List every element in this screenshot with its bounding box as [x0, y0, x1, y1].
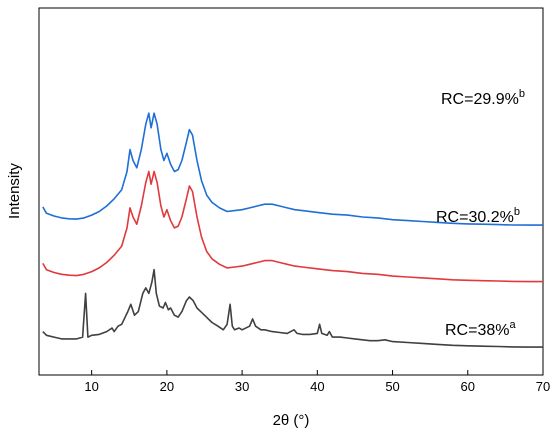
x-axis-ticks: 10 20 30 40 50 60 70 [84, 370, 550, 394]
series-label-main-1: RC=29.9% [441, 91, 519, 108]
series-label-main-2: RC=30.2% [436, 209, 514, 226]
series-label-1: RC=29.9%b [441, 88, 525, 108]
series-label-3: RC=38%a [445, 319, 516, 339]
series-label-2: RC=30.2%b [436, 206, 520, 226]
x-tick-label-70: 70 [536, 379, 550, 394]
x-axis-title: 2θ (°) [273, 412, 310, 429]
x-tick-label-10: 10 [84, 379, 98, 394]
x-tick-label-20: 20 [160, 379, 174, 394]
x-tick-label-50: 50 [385, 379, 399, 394]
x-tick-label-60: 60 [461, 379, 475, 394]
x-tick-label-30: 30 [235, 379, 249, 394]
series-line-1 [42, 112, 543, 226]
series-label-sup-2: b [514, 206, 520, 218]
series-label-main-3: RC=38% [445, 322, 509, 339]
plot-frame [38, 7, 544, 376]
series-lines [42, 112, 543, 348]
series-line-2 [42, 170, 543, 283]
series-label-sup-3: a [509, 319, 516, 331]
series-line-3 [42, 268, 543, 348]
x-tick-label-40: 40 [310, 379, 324, 394]
y-axis-title: Intensity [6, 163, 23, 219]
series-label-sup-1: b [519, 88, 525, 100]
series-labels: RC=29.9%bRC=30.2%bRC=38%a [436, 88, 525, 339]
